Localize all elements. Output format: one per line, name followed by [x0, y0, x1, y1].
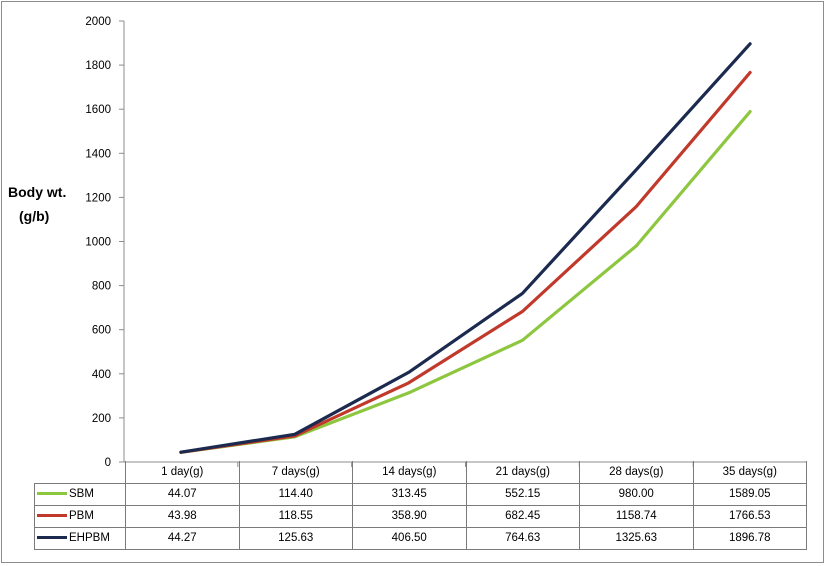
y-axis-label-line1: Body wt.: [8, 184, 67, 200]
data-table-row-sbm: SBM 44.07 114.40 313.45 552.15 980.00 15…: [34, 482, 807, 506]
y-tick-label: 1000: [85, 237, 111, 249]
data-label: 1325.63: [579, 526, 694, 550]
y-tick-label: 600: [92, 325, 111, 337]
y-tick-label: 1400: [85, 148, 111, 160]
legend-label: PBM: [69, 510, 94, 522]
data-label: 118.55: [238, 504, 353, 528]
series-lines: [179, 42, 752, 454]
data-label: 552.15: [465, 482, 580, 506]
legend-key-pbm: PBM: [34, 504, 126, 528]
data-label: 114.40: [238, 482, 353, 506]
data-table-corner: [34, 461, 126, 483]
y-tick-label: 1200: [85, 192, 111, 204]
data-label: 358.90: [352, 504, 467, 528]
legend-label: EHPBM: [69, 532, 110, 544]
series-line-ehpbm: [179, 42, 752, 454]
y-tick-label: 1600: [85, 104, 111, 116]
series-line-pbm: [179, 70, 752, 454]
category-label: 28 days(g): [579, 461, 694, 484]
data-label: 125.63: [238, 526, 353, 550]
category-label: 21 days(g): [465, 461, 580, 484]
data-label: 1158.74: [579, 504, 694, 528]
legend-key-sbm: SBM: [34, 482, 126, 506]
data-table-row-pbm: PBM 43.98 118.55 358.90 682.45 1158.74 1…: [34, 504, 807, 528]
data-label: 406.50: [352, 526, 467, 550]
y-tick-label: 800: [92, 281, 111, 293]
data-label: 1766.53: [692, 504, 807, 528]
legend-swatch-sbm: [37, 492, 67, 496]
category-label: 35 days(g): [692, 461, 807, 484]
data-label: 1589.05: [692, 482, 807, 506]
y-tick-label: 1800: [85, 60, 111, 72]
legend-key-ehpbm: EHPBM: [34, 526, 126, 550]
data-label: 980.00: [579, 482, 694, 506]
data-label: 1896.78: [692, 526, 807, 550]
y-tick-label: 400: [92, 369, 111, 381]
axes: [119, 20, 807, 467]
category-label: 14 days(g): [352, 461, 467, 484]
legend-swatch-pbm: [37, 514, 67, 518]
data-table: 1 day(g) 7 days(g) 14 days(g) 21 days(g)…: [34, 461, 807, 550]
data-label: 43.98: [125, 504, 240, 528]
category-label: 1 day(g): [125, 461, 240, 484]
category-label: 7 days(g): [238, 461, 353, 484]
y-tick-label: 2000: [85, 16, 111, 28]
series-line-sbm: [179, 109, 752, 454]
data-label: 44.27: [125, 526, 240, 550]
data-label: 44.07: [125, 482, 240, 506]
data-table-row-ehpbm: EHPBM 44.27 125.63 406.50 764.63 1325.63…: [34, 526, 807, 550]
legend-swatch-ehpbm: [37, 536, 67, 540]
data-label: 764.63: [465, 526, 580, 550]
y-tick-label: 200: [92, 413, 111, 425]
data-label: 313.45: [352, 482, 467, 506]
data-table-header-row: 1 day(g) 7 days(g) 14 days(g) 21 days(g)…: [34, 461, 807, 484]
data-label: 682.45: [465, 504, 580, 528]
y-axis-label-line2: (g/b): [19, 208, 50, 224]
legend-label: SBM: [69, 488, 94, 500]
